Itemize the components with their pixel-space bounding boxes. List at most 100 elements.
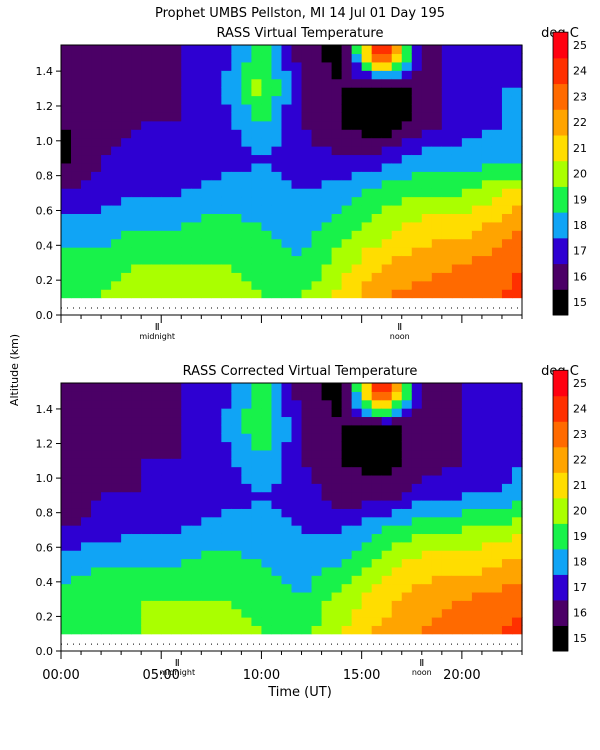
heatmap-cell — [201, 196, 212, 206]
heatmap-cell — [491, 78, 503, 88]
colorbar-label: 24 — [573, 65, 587, 78]
heatmap-cell — [421, 263, 433, 273]
heatmap-cell — [321, 78, 333, 88]
heatmap-cell — [151, 263, 162, 273]
heatmap-cell — [301, 516, 313, 526]
heatmap-cell — [331, 533, 343, 543]
heatmap-cell — [361, 508, 373, 518]
heatmap-cell — [371, 289, 383, 299]
heatmap-cell — [61, 146, 72, 156]
heatmap-cell — [331, 146, 343, 156]
heatmap-cell — [271, 272, 283, 282]
heatmap-cell — [161, 204, 172, 214]
heatmap-cell — [411, 146, 423, 156]
heatmap-cell — [101, 617, 112, 626]
heatmap-cell — [91, 458, 102, 468]
heatmap-cell — [341, 247, 353, 257]
heatmap-cell — [171, 383, 182, 392]
heatmap-cell — [151, 383, 162, 392]
heatmap-cell — [351, 221, 363, 231]
heatmap-cell — [331, 280, 343, 290]
heatmap-cell — [351, 424, 363, 434]
heatmap-cell — [501, 525, 513, 535]
heatmap-cell — [151, 566, 162, 576]
heatmap-cell — [251, 255, 263, 265]
heatmap-cell — [481, 204, 493, 214]
heatmap-cell — [131, 87, 142, 97]
heatmap-cell — [321, 103, 333, 113]
heatmap-cell — [411, 213, 423, 223]
heatmap-cell — [451, 53, 463, 63]
heatmap-cell — [381, 146, 393, 156]
heatmap-cell — [181, 103, 192, 113]
heatmap-cell — [291, 188, 303, 198]
heatmap-cell — [361, 550, 373, 560]
heatmap-cell — [481, 383, 493, 392]
heatmap-cell — [241, 53, 253, 63]
heatmap-cell — [241, 583, 253, 593]
heatmap-cell — [381, 247, 393, 257]
heatmap-cell — [301, 188, 313, 198]
heatmap-cell — [101, 591, 112, 601]
heatmap-cell — [161, 408, 172, 418]
heatmap-cell — [171, 491, 182, 501]
heatmap-cell — [371, 120, 383, 130]
heatmap-cell — [121, 53, 132, 63]
heatmap-cell — [341, 53, 353, 63]
heatmap-cell — [231, 449, 242, 459]
heatmap-cell — [371, 391, 383, 401]
heatmap-cell — [291, 575, 303, 585]
heatmap-cell — [211, 516, 222, 526]
heatmap-cell — [81, 416, 92, 426]
heatmap-cell — [321, 416, 333, 426]
heatmap-cell — [371, 87, 383, 97]
heatmap-cell — [181, 196, 192, 206]
heatmap-cell — [441, 399, 453, 409]
heatmap-cell — [421, 408, 433, 418]
heatmap-cell — [381, 95, 393, 105]
heatmap-cell — [511, 516, 523, 526]
heatmap-cell — [211, 247, 222, 257]
heatmap-cell — [321, 213, 333, 223]
heatmap-cell — [391, 129, 403, 139]
heatmap-cell — [251, 433, 263, 443]
heatmap-cell — [71, 441, 82, 451]
heatmap-cell — [451, 558, 463, 568]
heatmap-cell — [441, 474, 453, 484]
heatmap-cell — [461, 516, 473, 526]
heatmap-cell — [71, 533, 82, 543]
heatmap-cell — [231, 196, 242, 206]
heatmap-cell — [221, 617, 232, 626]
heatmap-cell — [501, 263, 513, 273]
heatmap-cell — [481, 608, 493, 618]
y-tick-label: 1.0 — [36, 135, 54, 148]
heatmap-cell — [341, 280, 353, 290]
heatmap-cell — [231, 221, 242, 231]
heatmap-cell — [121, 137, 132, 147]
heatmap-cell — [471, 508, 483, 518]
heatmap-cell — [311, 575, 323, 585]
heatmap-cell — [231, 238, 242, 248]
heatmap-cell — [211, 408, 222, 418]
heatmap-cell — [381, 399, 393, 409]
heatmap-cell — [151, 466, 162, 476]
heatmap-cell — [271, 500, 283, 509]
heatmap-cell — [201, 491, 212, 501]
heatmap-cell — [421, 399, 433, 409]
heatmap-cell — [261, 391, 273, 401]
heatmap-cell — [121, 541, 132, 551]
heatmap-cell — [211, 230, 222, 240]
heatmap-cell — [451, 617, 463, 626]
heatmap-cell — [201, 188, 212, 198]
heatmap-cell — [331, 95, 343, 105]
heatmap-cell — [231, 533, 242, 543]
heatmap-cell — [481, 575, 493, 585]
heatmap-cell — [371, 70, 383, 80]
heatmap-cell — [301, 221, 313, 231]
heatmap-cell — [341, 179, 353, 189]
heatmap-cell — [231, 575, 242, 585]
heatmap-cell — [451, 625, 463, 635]
heatmap-cell — [371, 188, 383, 198]
heatmap-cell — [241, 255, 253, 265]
heatmap-cell — [81, 221, 92, 231]
